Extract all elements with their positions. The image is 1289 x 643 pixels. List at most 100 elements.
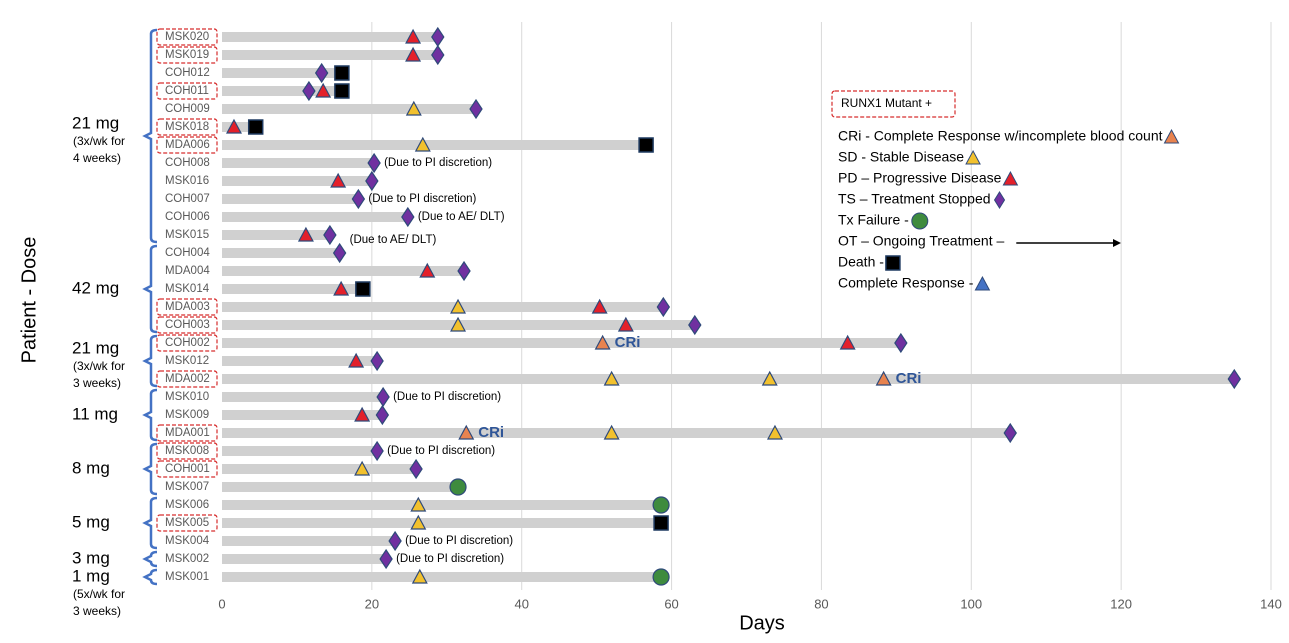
swim-bar: [222, 104, 477, 114]
triangle-marker: [315, 82, 332, 98]
diamond-marker: [370, 440, 384, 462]
swim-bar: [222, 122, 256, 132]
x-axis-label: Days: [739, 612, 785, 634]
runx1-box: [156, 316, 218, 334]
diamond-marker: [688, 314, 702, 336]
x-tick-label: 100: [960, 596, 982, 611]
swim-bar: [222, 248, 340, 258]
triangle-marker: [405, 100, 422, 116]
x-tick-label: 40: [514, 596, 528, 611]
annotation: (Due to PI discretion): [393, 391, 501, 403]
triangle-marker: [839, 334, 856, 350]
patient-name: MDA006: [165, 139, 210, 151]
swim-bar: [222, 86, 342, 96]
patient-name: COH012: [165, 67, 210, 79]
dose-bracket: [142, 442, 158, 496]
legend-marker: [911, 212, 929, 230]
x-tick-label: 20: [365, 596, 379, 611]
dose-label: 21 mg: [72, 338, 119, 357]
legend-marker: [974, 275, 991, 291]
x-tick-label: 120: [1110, 596, 1132, 611]
swim-bar: [222, 428, 1011, 438]
dose-note: 3 weeks): [73, 376, 121, 390]
legend-label: CRi - Complete Response w/incomplete blo…: [838, 128, 1163, 144]
swim-bar: [222, 392, 384, 402]
y-axis-label: Patient - Dose: [18, 237, 40, 364]
runx1-box: [156, 460, 218, 478]
x-tick-label: 0: [218, 596, 225, 611]
runx1-box: [156, 442, 218, 460]
legend-label: TS – Treatment Stopped: [838, 191, 991, 207]
patient-name: MSK015: [165, 229, 209, 241]
swim-bar: [222, 266, 465, 276]
swim-bar: [222, 374, 1235, 384]
patient-name: MSK019: [165, 49, 209, 61]
x-tick-label: 140: [1260, 596, 1282, 611]
square-marker: [355, 281, 371, 297]
runx1-box: [156, 334, 218, 352]
legend-marker: [885, 255, 901, 271]
patient-name: COH002: [165, 337, 210, 349]
swim-bar: [222, 194, 359, 204]
patient-name: MDA001: [165, 427, 210, 439]
patient-name: COH011: [165, 85, 209, 97]
diamond-marker: [376, 386, 390, 408]
triangle-marker: [450, 298, 467, 314]
swim-bar: [222, 302, 664, 312]
legend-marker: [993, 191, 1006, 209]
circle-marker: [652, 496, 670, 514]
swim-bar: [222, 572, 662, 582]
diamond-marker: [375, 404, 390, 426]
triangle-marker: [410, 496, 427, 512]
triangle-marker: [225, 118, 242, 134]
swim-bar: [222, 32, 438, 42]
dose-note: (3x/wk for: [73, 134, 125, 148]
patient-name: MSK016: [165, 175, 209, 187]
patient-name: MSK006: [165, 499, 209, 511]
triangle-marker: [419, 262, 436, 278]
triangle-marker: [330, 172, 347, 188]
legend-label: SD - Stable Disease: [838, 149, 964, 165]
legend-arrowhead: [1113, 239, 1121, 247]
dose-label: 8 mg: [72, 458, 110, 477]
dose-label: 3 mg: [72, 548, 110, 567]
runx1-box: [156, 82, 218, 100]
cri-label: CRi: [896, 370, 922, 387]
dose-bracket: [142, 28, 158, 244]
legend-label: OT – Ongoing Treatment –: [838, 233, 1004, 249]
swim-bar: [222, 554, 387, 564]
patient-name: COH003: [165, 319, 210, 331]
runx1-box: [156, 118, 218, 136]
triangle-marker: [603, 370, 620, 386]
patient-name: MSK008: [165, 445, 209, 457]
legend-label: PD – Progressive Disease: [838, 170, 1002, 186]
dose-bracket: [142, 496, 158, 550]
swim-bar: [222, 482, 459, 492]
circle-marker: [449, 478, 467, 496]
patient-name: COH007: [165, 193, 210, 205]
x-tick-label: 60: [664, 596, 678, 611]
dose-note: (3x/wk for: [73, 359, 125, 373]
runx1-box: [156, 298, 218, 316]
triangle-marker: [594, 334, 611, 350]
swim-bar: [222, 140, 647, 150]
patient-name: MSK004: [165, 535, 210, 547]
diamond-marker: [469, 98, 483, 120]
runx1-box: [156, 370, 218, 388]
patient-name: MSK007: [165, 481, 209, 493]
patient-name: MSK014: [165, 283, 210, 295]
diamond-marker: [388, 530, 402, 552]
diamond-marker: [431, 26, 445, 48]
patient-name: MDA002: [165, 373, 210, 385]
runx1-box: [156, 514, 218, 532]
runx1-legend-box: [831, 90, 956, 118]
swim-bar: [222, 518, 662, 528]
runx1-box: [156, 424, 218, 442]
patient-name: MDA004: [165, 265, 210, 277]
annotation: (Due to PI discretion): [387, 445, 495, 457]
annotation: (Due to PI discretion): [384, 157, 492, 169]
patient-name: COH009: [165, 103, 210, 115]
cri-label: CRi: [615, 334, 641, 351]
square-marker: [653, 515, 669, 531]
